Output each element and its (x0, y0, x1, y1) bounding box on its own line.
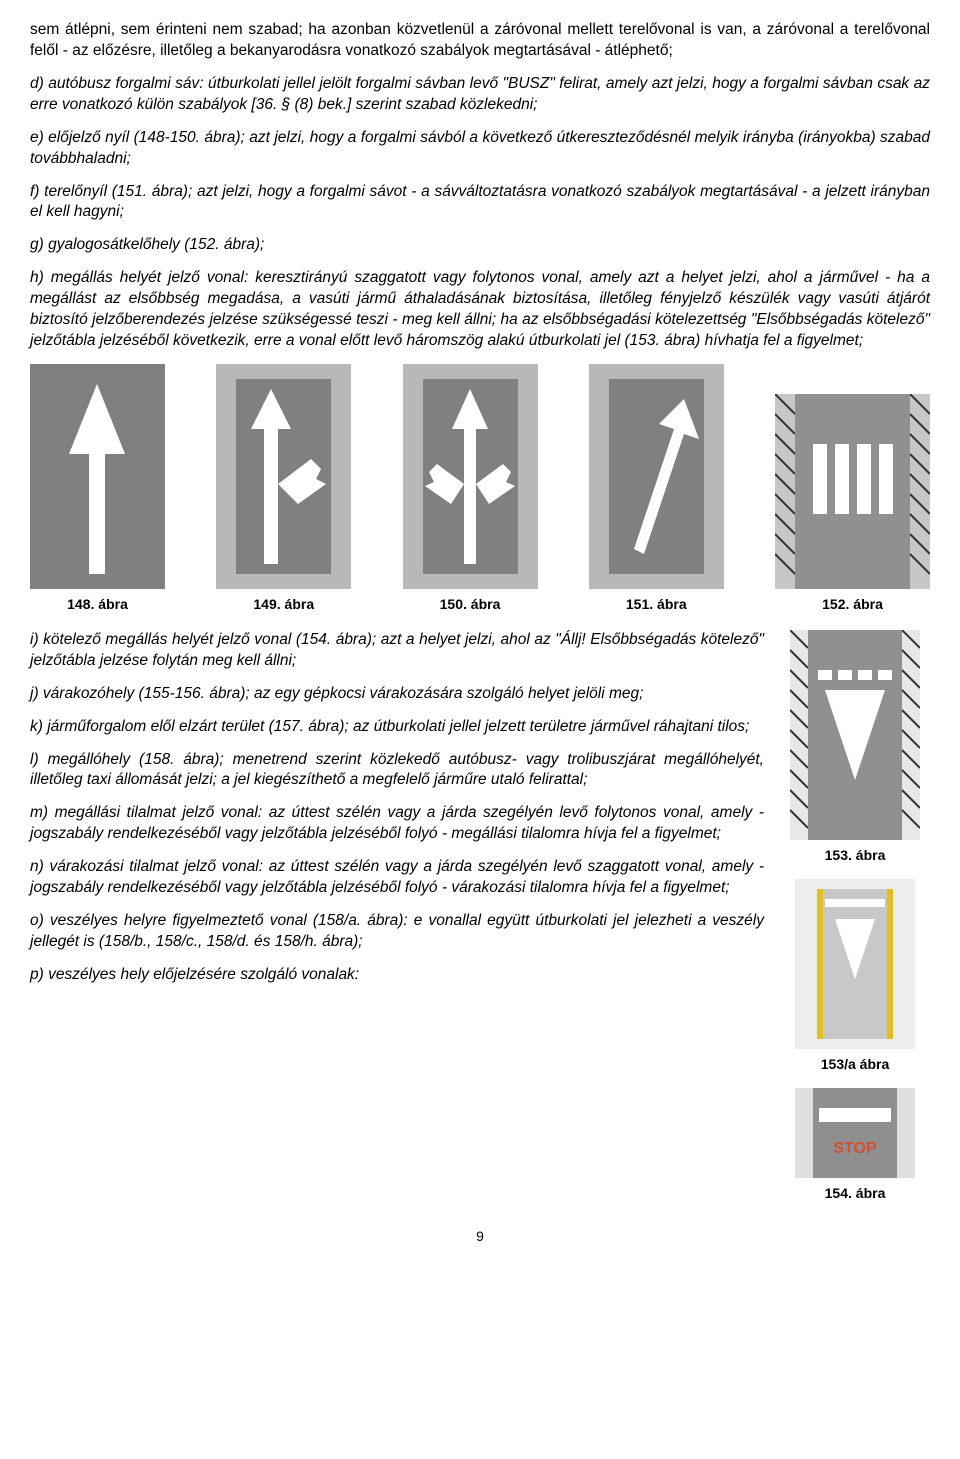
paragraph-e: e) előjelző nyíl (148-150. ábra); azt je… (30, 128, 930, 170)
figure-caption: 153. ábra (790, 846, 920, 865)
left-column: i) kötelező megállás helyét jelző vonal … (30, 630, 764, 1203)
figure-152: 152. ábra (775, 394, 930, 614)
road-arrow-merge-right-icon (589, 364, 724, 589)
svg-text:STOP: STOP (833, 1140, 877, 1157)
figure-caption: 151. ábra (589, 595, 724, 614)
road-arrow-straight-left-right-icon (403, 364, 538, 589)
figure-caption: 150. ábra (403, 595, 538, 614)
road-arrow-straight-right-icon (216, 364, 351, 589)
paragraph-m: m) megállási tilalmat jelző vonal: az út… (30, 803, 764, 845)
paragraph-intro: sem átlépni, sem érinteni nem szabad; ha… (30, 20, 930, 62)
paragraph-o: o) veszélyes helyre figyelmeztető vonal … (30, 911, 764, 953)
paragraph-i: i) kötelező megállás helyét jelző vonal … (30, 630, 764, 672)
figure-caption: 152. ábra (775, 595, 930, 614)
figure-153: 153. ábra (790, 630, 920, 865)
road-stop-line-icon: STOP (795, 1088, 915, 1178)
figure-154: STOP 154. ábra (795, 1088, 915, 1203)
paragraph-n: n) várakozási tilalmat jelző vonal: az ú… (30, 857, 764, 899)
road-arrow-straight-icon (30, 364, 165, 589)
figure-row-148-152: 148. ábra 149. ábra 150. ábra (30, 364, 930, 614)
figure-150: 150. ábra (403, 364, 538, 614)
figure-149: 149. ábra (216, 364, 351, 614)
two-column-section: i) kötelező megállás helyét jelző vonal … (30, 630, 930, 1203)
paragraph-f: f) terelőnyíl (151. ábra); azt jelzi, ho… (30, 182, 930, 224)
paragraph-p: p) veszélyes hely előjelzésére szolgáló … (30, 965, 764, 986)
right-column-figures: 153. ábra 153/a ábra (780, 630, 930, 1203)
figure-148: 148. ábra (30, 364, 165, 614)
figure-caption: 153/a ábra (795, 1055, 915, 1074)
paragraph-k: k) járműforgalom elől elzárt terület (15… (30, 717, 764, 738)
document-page: sem átlépni, sem érinteni nem szabad; ha… (0, 0, 960, 1285)
figure-153a: 153/a ábra (795, 879, 915, 1074)
paragraph-g: g) gyalogosátkelőhely (152. ábra); (30, 235, 930, 256)
road-yellow-edge-icon (795, 879, 915, 1049)
paragraph-d: d) autóbusz forgalmi sáv: útburkolati je… (30, 74, 930, 116)
figure-151: 151. ábra (589, 364, 724, 614)
paragraph-j: j) várakozóhely (155-156. ábra); az egy … (30, 684, 764, 705)
figure-caption: 154. ábra (795, 1184, 915, 1203)
figure-caption: 149. ábra (216, 595, 351, 614)
road-yield-marking-icon (790, 630, 920, 840)
figure-caption: 148. ábra (30, 595, 165, 614)
paragraph-h: h) megállás helyét jelző vonal: kereszti… (30, 268, 930, 352)
road-pedestrian-crossing-icon (775, 394, 930, 589)
paragraph-l: l) megállóhely (158. ábra); menetrend sz… (30, 750, 764, 792)
page-number: 9 (30, 1227, 930, 1246)
